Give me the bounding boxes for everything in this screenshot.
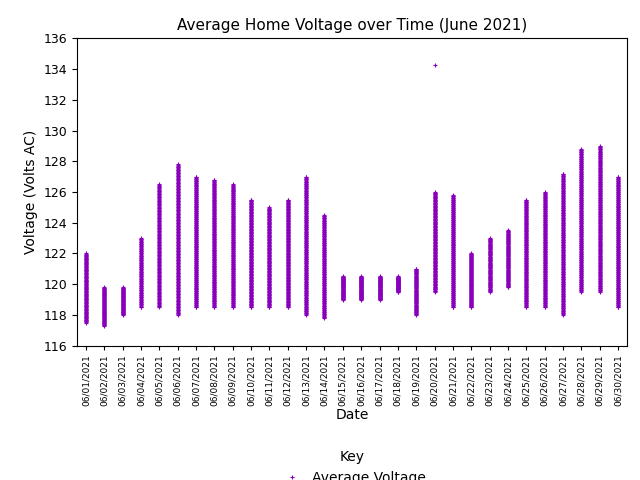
X-axis label: Date: Date bbox=[335, 408, 369, 422]
Average Voltage bbox=[431, 61, 438, 67]
Y-axis label: Voltage (Volts AC): Voltage (Volts AC) bbox=[24, 130, 38, 254]
Line: Average Voltage: Average Voltage bbox=[84, 62, 620, 328]
Average Voltage bbox=[211, 278, 218, 284]
Average Voltage bbox=[577, 218, 585, 224]
Average Voltage bbox=[100, 323, 108, 328]
Average Voltage bbox=[247, 240, 255, 245]
Average Voltage bbox=[82, 320, 90, 325]
Average Voltage bbox=[412, 307, 420, 312]
Average Voltage bbox=[174, 254, 182, 260]
Average Voltage bbox=[192, 304, 200, 310]
Title: Average Home Voltage over Time (June 2021): Average Home Voltage over Time (June 202… bbox=[177, 18, 527, 33]
Legend: Average Voltage: Average Voltage bbox=[272, 444, 432, 480]
